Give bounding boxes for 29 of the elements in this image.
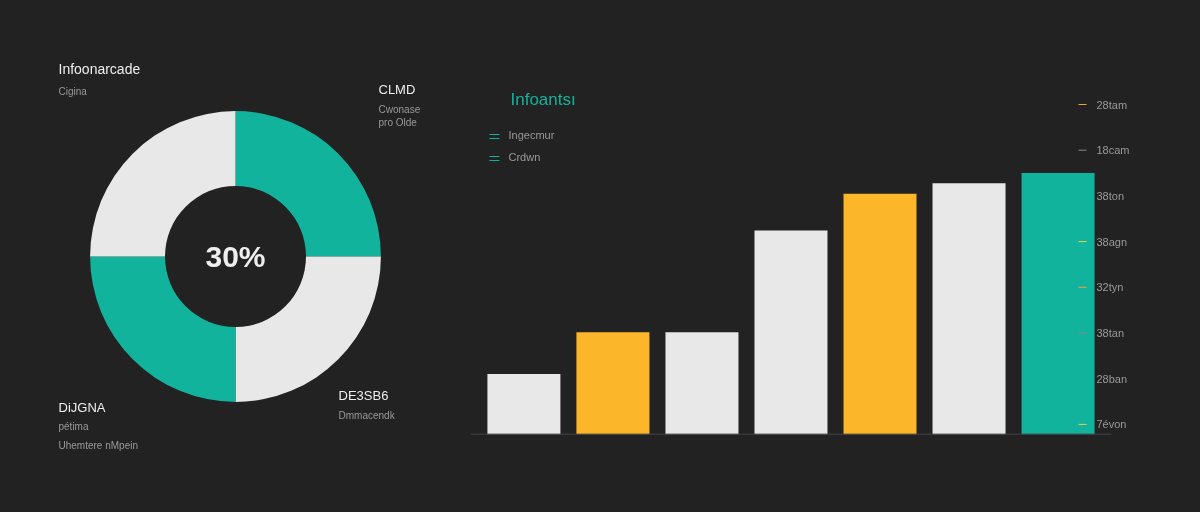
annotation: 7évon — [1096, 418, 1127, 431]
bar — [932, 183, 1006, 435]
annotation: 38ton — [1096, 189, 1125, 202]
text: Uhemtere nMpein — [58, 439, 138, 451]
bar — [576, 332, 650, 435]
text: 18cam — [1096, 144, 1130, 157]
annotation: 32tyn — [1096, 281, 1124, 294]
text: CLMD — [378, 81, 416, 97]
text: 28tam — [1096, 98, 1128, 111]
text: Ingecmur — [508, 128, 555, 141]
text: pro Olde — [378, 116, 418, 128]
text: Cwonase — [378, 103, 421, 115]
bar — [1021, 172, 1095, 435]
annotation: 28ban — [1096, 372, 1128, 385]
text: pétima — [58, 420, 89, 432]
text: DiJGNA — [58, 399, 106, 415]
bar — [487, 374, 561, 435]
annotation: 38agn — [1096, 235, 1128, 248]
bar — [843, 193, 917, 435]
bar — [754, 230, 828, 435]
text: Crdwn — [508, 150, 541, 163]
text: DE3SB6 — [338, 387, 389, 403]
annotation: 38tan — [1096, 327, 1125, 339]
text: 30% — [205, 240, 266, 273]
chart-title: Infoantsı — [510, 89, 576, 109]
chart-title: Infoonarcade — [58, 60, 141, 77]
text: Cigina — [58, 85, 88, 97]
bar — [665, 332, 739, 435]
text: Dmmacendk — [338, 409, 396, 421]
